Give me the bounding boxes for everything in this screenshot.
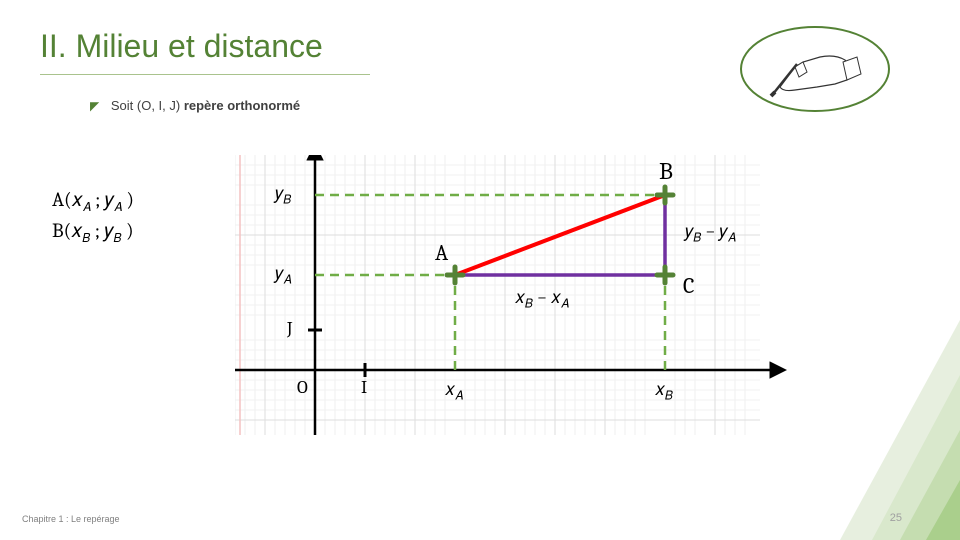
- coordinate-diagram: O I J A B C 𝑦𝐴 𝑦𝐵 𝑥𝐴 𝑥𝐵 𝑥𝐵 − 𝑥𝐴 𝑦𝐵 − 𝑦𝐴: [235, 155, 855, 435]
- label-B: B: [659, 157, 673, 185]
- label-I: I: [361, 377, 367, 398]
- hand-writing-icon: [735, 22, 895, 117]
- bullet-arrow-icon: ◤: [90, 99, 99, 113]
- point-definitions: A(𝑥𝐴 ; 𝑦𝐴 ) B(𝑥𝐵 ; 𝑦𝐵 ): [52, 185, 134, 247]
- label-yB: 𝑦𝐵: [275, 183, 291, 208]
- bullet-prefix: Soit (O, I, J): [111, 98, 184, 113]
- label-xA: 𝑥𝐴: [445, 379, 463, 404]
- label-dx: 𝑥𝐵 − 𝑥𝐴: [515, 287, 569, 312]
- label-C: C: [683, 273, 694, 299]
- label-xB: 𝑥𝐵: [655, 379, 673, 404]
- label-A: A: [435, 240, 448, 266]
- point-A-def: A(𝑥𝐴 ; 𝑦𝐴 ): [52, 185, 134, 216]
- bullet-bold: repère orthonormé: [184, 98, 300, 113]
- slide: II. Milieu et distance ◤ Soit (O, I, J) …: [0, 0, 960, 540]
- page-number: 25: [890, 512, 902, 524]
- bullet-line: ◤ Soit (O, I, J) repère orthonormé: [90, 98, 300, 113]
- footer-text: Chapitre 1 : Le repérage: [22, 514, 120, 524]
- point-B-def: B(𝑥𝐵 ; 𝑦𝐵 ): [52, 216, 134, 247]
- page-title: II. Milieu et distance: [40, 28, 323, 65]
- label-dy: 𝑦𝐵 − 𝑦𝐴: [685, 221, 736, 246]
- label-yA: 𝑦𝐴: [275, 263, 291, 288]
- label-O: O: [297, 377, 308, 398]
- label-J: J: [287, 318, 292, 339]
- title-underline: [40, 74, 370, 75]
